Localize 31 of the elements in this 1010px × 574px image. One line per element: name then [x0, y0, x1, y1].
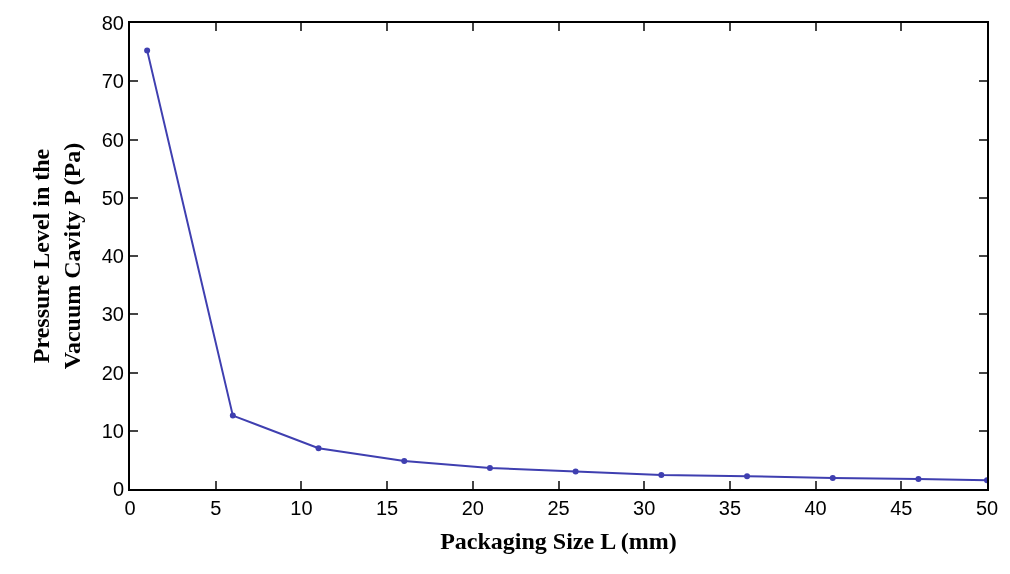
point	[486, 465, 493, 472]
x-tick-label: 30	[633, 497, 656, 519]
x-tick-label: 35	[718, 497, 742, 519]
y-tick-label: 80	[101, 12, 124, 34]
point	[829, 474, 836, 481]
x-axis-title: Packaging Size L (mm)	[440, 527, 677, 554]
y-tick-label: 70	[101, 70, 124, 93]
point	[401, 458, 408, 465]
y-axis-title: Pressure Level in the Vacuum Cavity P (Pa)	[28, 142, 86, 370]
y-tick-label: 30	[101, 303, 124, 326]
y-tick-label: 10	[101, 419, 124, 442]
point	[658, 472, 665, 479]
point	[572, 468, 579, 475]
point	[744, 473, 751, 480]
x-tick-label: 5	[210, 497, 222, 519]
x-tick-label: 40	[804, 497, 827, 519]
x-tick-label: 45	[890, 497, 913, 519]
point	[144, 47, 151, 54]
x-tick-label: 20	[461, 497, 484, 519]
point	[229, 412, 236, 419]
x-tick-label: 50	[975, 497, 999, 519]
y-tick-label: 60	[101, 128, 124, 151]
x-tick-label: 10	[290, 497, 313, 519]
y-tick-label: 40	[101, 245, 124, 267]
x-tick-label: 25	[547, 497, 570, 519]
x-tick-label: 15	[375, 497, 399, 519]
point	[915, 476, 922, 483]
y-tick-label: 20	[101, 361, 124, 384]
y-tick-label: 0	[112, 478, 124, 500]
y-tick-label: 50	[101, 186, 124, 209]
point	[315, 445, 322, 452]
